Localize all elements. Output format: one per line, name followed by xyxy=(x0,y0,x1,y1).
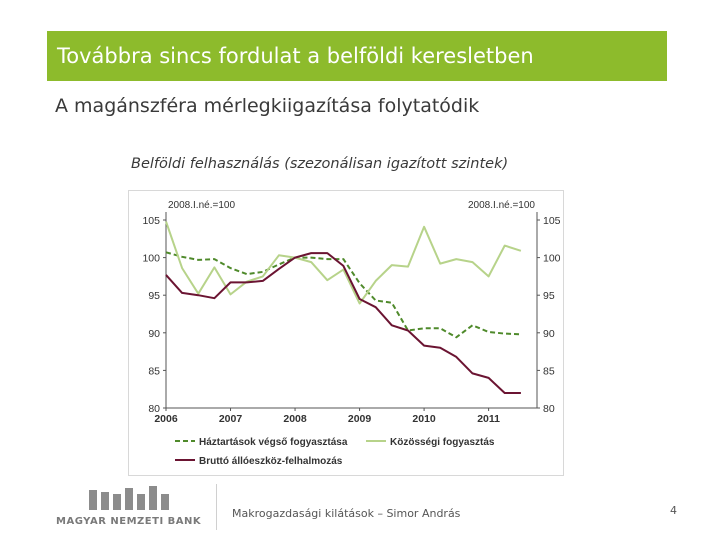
slide-title-bar: Továbbra sincs fordulat a belföldi keres… xyxy=(47,31,667,81)
chart-container: 80 80 85 85 90 90 95 95 100 100 105 105 2006 2007 2008… xyxy=(128,190,564,476)
x-tick-label: 2008 xyxy=(283,413,307,425)
line-chart: 80 80 85 85 90 90 95 95 100 100 105 105 2006 2007 2008… xyxy=(142,200,560,467)
legend-label: Bruttó állóeszköz-felhalmozás xyxy=(199,456,343,467)
x-tick-label: 2007 xyxy=(219,413,243,425)
page-number: 4 xyxy=(670,504,677,517)
y-tick-label-right: 100 xyxy=(543,253,561,265)
legend-label: Háztartások végső fogyasztása xyxy=(199,437,348,448)
y-tick-label-left: 85 xyxy=(148,365,160,377)
y-tick-label-left: 100 xyxy=(142,253,160,265)
logo-bar xyxy=(113,494,121,510)
legend: Háztartások végső fogyasztása Közösségi f… xyxy=(175,437,495,467)
y-tick-label-right: 90 xyxy=(543,328,555,340)
right-axis-note: 2008.I.né.=100 xyxy=(468,200,535,211)
x-tick-label: 2011 xyxy=(477,413,500,425)
y-tick-label-right: 80 xyxy=(543,403,555,415)
y-tick-label-right: 85 xyxy=(543,365,555,377)
slide-title: Továbbra sincs fordulat a belföldi keres… xyxy=(57,44,534,68)
series-line-2 xyxy=(165,221,522,305)
logo-bar xyxy=(101,492,109,510)
logo-bar xyxy=(149,486,157,510)
left-axis-note: 2008.I.né.=100 xyxy=(168,200,235,211)
y-tick-label-right: 95 xyxy=(543,290,555,302)
x-tick-label: 2009 xyxy=(348,413,372,425)
axes xyxy=(163,212,540,411)
y-tick-label-left: 95 xyxy=(148,290,160,302)
series-line-1 xyxy=(165,251,521,339)
y-tick-label-right: 105 xyxy=(543,215,561,227)
slide-subtitle: A magánszféra mérlegkiigazítása folytató… xyxy=(55,95,480,117)
mnb-logo xyxy=(89,486,169,510)
logo-text: MAGYAR NEMZETI BANK xyxy=(56,516,202,527)
legend-label: Közösségi fogyasztás xyxy=(390,437,495,448)
footer-divider xyxy=(216,484,217,530)
y-tick-label-left: 90 xyxy=(148,328,160,340)
chart-caption: Belföldi felhasználás (szezonálisan igaz… xyxy=(131,156,509,172)
series-line-3 xyxy=(165,252,521,394)
axis-labels: 80 80 85 85 90 90 95 95 100 100 105 105 2006 2007 2008… xyxy=(142,200,560,425)
y-tick-label-left: 80 xyxy=(148,403,160,415)
logo-bar xyxy=(161,494,169,510)
x-tick-label: 2006 xyxy=(154,413,178,425)
x-tick-label: 2010 xyxy=(412,413,436,425)
logo-bar xyxy=(89,490,97,510)
logo-bar xyxy=(137,494,145,510)
logo-bar xyxy=(125,488,133,510)
series-lines xyxy=(165,221,522,394)
footer-presenter: Makrogazdasági kilátások – Simor András xyxy=(232,507,461,520)
y-tick-label-left: 105 xyxy=(142,215,160,227)
